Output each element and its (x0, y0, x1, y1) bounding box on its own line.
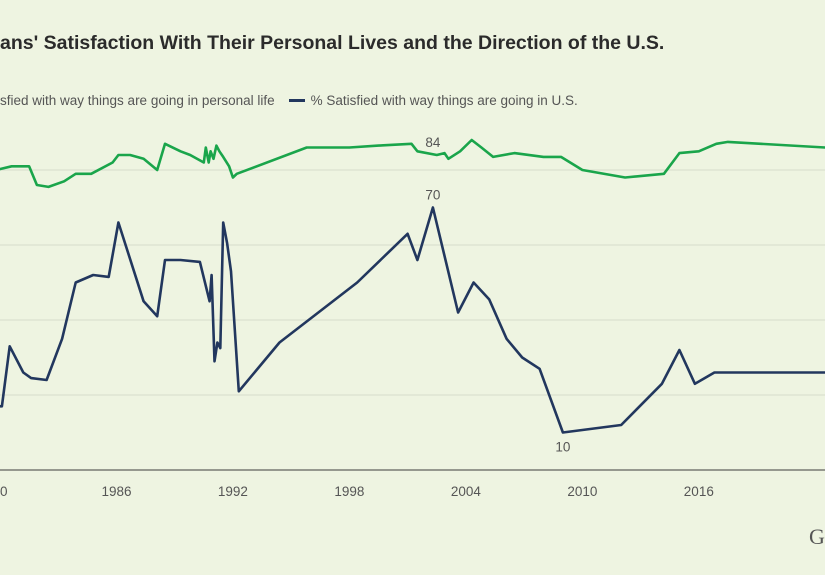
series-line-us (0, 206, 825, 434)
legend-item-personal-life: sfied with way things are going in perso… (0, 93, 275, 108)
x-tick-label: 2010 (567, 484, 597, 499)
series-layer (0, 138, 825, 434)
legend-item-us: % Satisfied with way things are going in… (288, 93, 578, 108)
series-line-personal-life (0, 138, 825, 189)
legend: sfied with way things are going in perso… (0, 93, 578, 108)
gallup-logo-text: G (809, 524, 825, 549)
legend-label-us: % Satisfied with way things are going in… (310, 93, 578, 108)
data-label-70: 70 (425, 188, 440, 203)
x-tick-label: 1998 (334, 484, 364, 499)
x-axis: 0 1986 1992 1998 2004 2010 2016 (0, 484, 714, 499)
x-tick-label: 2016 (684, 484, 714, 499)
x-tick-label: 1986 (101, 484, 131, 499)
legend-label-personal-life: sfied with way things are going in perso… (0, 93, 275, 108)
data-label-84: 84 (425, 135, 441, 150)
gridlines (0, 169, 825, 471)
chart-title: ans' Satisfaction With Their Personal Li… (0, 32, 665, 54)
legend-swatch-us (288, 99, 305, 102)
data-label-layer: 84 70 10 (425, 135, 570, 455)
x-tick-label: 1992 (218, 484, 248, 499)
data-label-10: 10 (555, 440, 570, 455)
x-tick-label: 2004 (451, 484, 482, 499)
x-tick-label: 0 (0, 484, 8, 499)
